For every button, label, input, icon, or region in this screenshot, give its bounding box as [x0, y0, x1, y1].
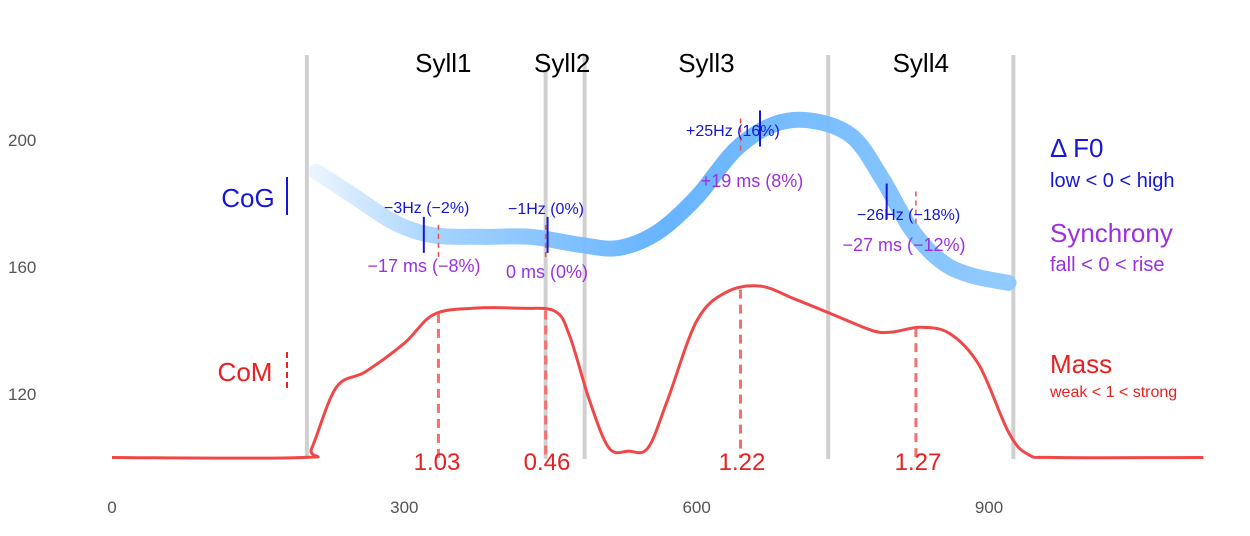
annotation-2: −1Hz (0%) 0 ms (0%) 0.46: [506, 201, 588, 476]
f0-label-3: +25Hz (16%): [686, 123, 780, 140]
cog-label: CoG: [221, 183, 274, 213]
legend-f0-sub: low < 0 < high: [1050, 170, 1175, 192]
sync-label-2: 0 ms (0%): [506, 262, 588, 282]
syllable-label-2: Syll2: [534, 48, 590, 78]
x-tick-600: 600: [682, 498, 710, 517]
mass-label-2: 0.46: [524, 449, 571, 476]
left-labels: CoG CoM: [218, 177, 288, 390]
annotation-1: −3Hz (−2%) −17 ms (−8%) 1.03: [367, 200, 480, 476]
syllable-label-3: Syll3: [678, 48, 734, 78]
legend-sync-title: Synchrony: [1050, 218, 1173, 248]
f0-label-2: −1Hz (0%): [508, 201, 584, 218]
syllable-labels: Syll1 Syll2 Syll3 Syll4: [415, 48, 949, 78]
com-curve: [111, 284, 1204, 460]
sync-label-1: −17 ms (−8%): [367, 256, 480, 276]
f0-label-1: −3Hz (−2%): [384, 200, 469, 217]
legend-mass-sub: weak < 1 < strong: [1049, 384, 1177, 401]
com-line: [111, 284, 1204, 460]
annotation-3: +25Hz (16%) +19 ms (8%) 1.22: [686, 110, 803, 476]
y-tick-200: 200: [8, 131, 36, 150]
sync-label-4: −27 ms (−12%): [842, 235, 965, 255]
annotation-4: −26Hz (−18%) −27 ms (−12%) 1.27: [842, 183, 966, 476]
legend-sync-sub: fall < 0 < rise: [1050, 254, 1165, 276]
x-tick-300: 300: [390, 498, 418, 517]
sync-label-3: +19 ms (8%): [701, 171, 804, 191]
syllable-label-1: Syll1: [415, 48, 471, 78]
mass-label-3: 1.22: [719, 449, 766, 476]
legend: Δ F0 low < 0 < high Synchrony fall < 0 <…: [1049, 133, 1177, 401]
cog-band: [308, 111, 1017, 291]
syllable-label-4: Syll4: [893, 48, 949, 78]
annotations: −3Hz (−2%) −17 ms (−8%) 1.03 −1Hz (0%) 0 ms …: [367, 110, 966, 476]
cog-curve: [308, 111, 1017, 291]
x-tick-0: 0: [107, 498, 116, 517]
axes: 0 300 600 900 120 160 200: [8, 131, 1003, 517]
mass-label-1: 1.03: [414, 449, 461, 476]
y-tick-160: 160: [8, 258, 36, 277]
legend-f0-title: Δ F0: [1050, 133, 1104, 163]
y-tick-120: 120: [8, 385, 36, 404]
f0-label-4: −26Hz (−18%): [857, 207, 960, 224]
mass-label-4: 1.27: [895, 449, 942, 476]
legend-mass-title: Mass: [1050, 349, 1112, 379]
x-tick-900: 900: [975, 498, 1003, 517]
com-label: CoM: [218, 357, 273, 387]
